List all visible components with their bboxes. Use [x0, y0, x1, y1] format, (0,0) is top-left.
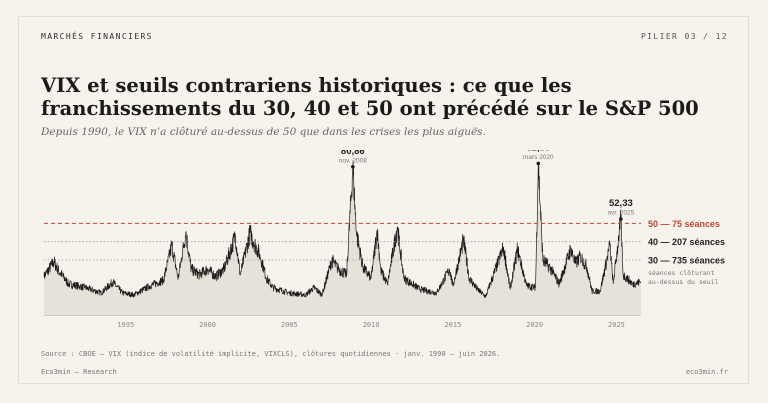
peak-date-label: mars 2020 — [523, 154, 554, 161]
x-tick-label: 2025 — [608, 321, 625, 329]
x-tick-label: 2020 — [526, 321, 543, 329]
peak-value-label: 82,69 — [526, 150, 550, 153]
footer-brand: Eco3min — Research — [41, 368, 117, 376]
peak-date-label: nov. 2008 — [339, 157, 367, 164]
footer-site: eco3min.fr — [685, 368, 728, 376]
x-tick-label: 2005 — [281, 321, 298, 329]
peak-marker — [619, 217, 623, 221]
vix-series-line — [43, 160, 642, 299]
page-title: VIX et seuils contrariens historiques : … — [41, 74, 699, 120]
threshold-label-30: 30 — 735 séances — [648, 256, 725, 266]
threshold-note-line: au-dessus du seuil — [648, 278, 719, 286]
peak-value-label: 80,86 — [341, 150, 365, 157]
chart-card — [18, 16, 749, 384]
threshold-label-40: 40 — 207 séances — [648, 237, 725, 247]
vix-area — [44, 160, 641, 315]
peak-marker — [351, 164, 355, 169]
x-tick-label: 2015 — [444, 321, 461, 329]
threshold-label-50: 50 — 75 séances — [648, 219, 720, 229]
page-indicator: PILIER 03 / 12 — [640, 32, 728, 41]
vix-chart: 50 — 75 séances 40 — 207 séances 30 — 735 … — [43, 150, 725, 329]
source-note: Source : CBOE — VIX (indice de volatilit… — [41, 350, 501, 358]
peak-date-label: avr. 2025 — [608, 210, 635, 217]
x-tick-label: 2000 — [199, 321, 216, 329]
section-kicker: MARCHÉS FINANCIERS — [41, 32, 153, 41]
x-tick-label: 2010 — [363, 321, 380, 329]
x-tick-label: 1995 — [117, 321, 134, 329]
peak-marker — [536, 161, 541, 166]
page-subtitle: Depuis 1990, le VIX n’a clôturé au-dessu… — [41, 126, 486, 138]
peak-value-label: 52,33 — [609, 198, 633, 209]
threshold-note-line: séances clôturant — [648, 269, 715, 277]
